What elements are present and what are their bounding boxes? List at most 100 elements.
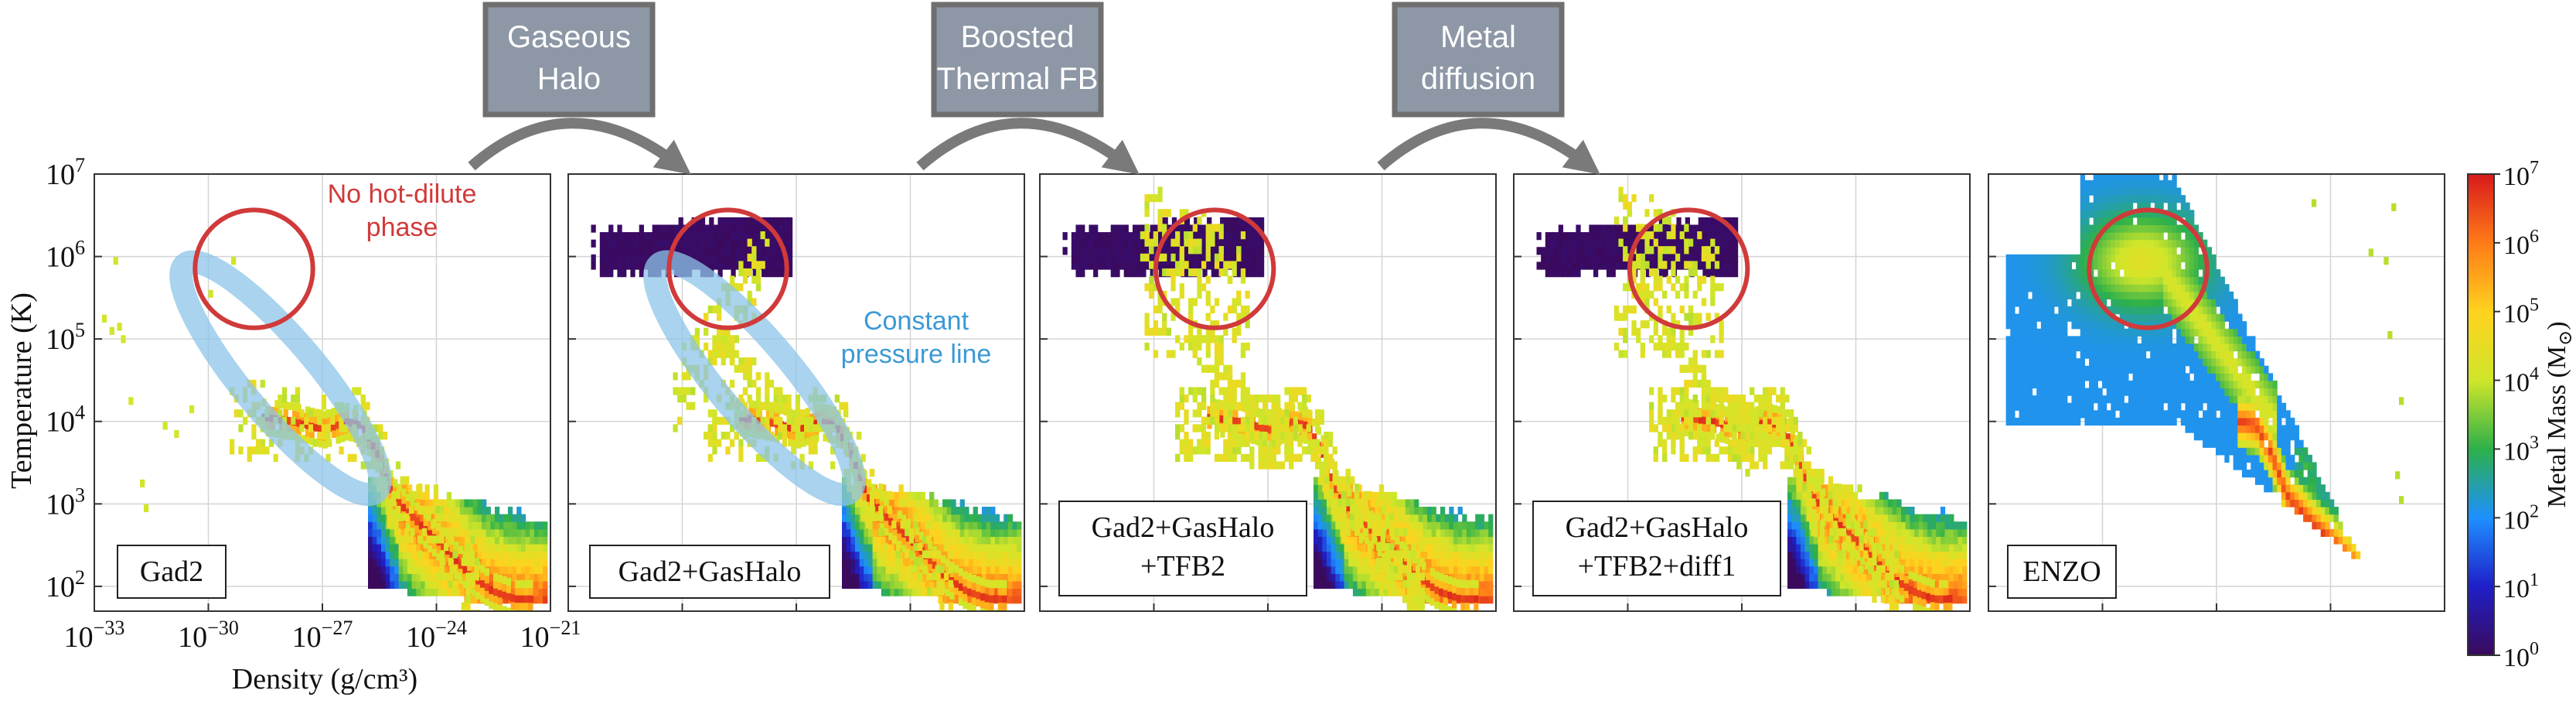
pixel: [1166, 350, 1171, 358]
pixel: [477, 506, 482, 515]
pixel: [747, 290, 752, 299]
pixel: [308, 424, 314, 432]
pixel: [795, 424, 801, 432]
pixel: [1242, 261, 1247, 270]
pixel: [713, 247, 719, 255]
pixel: [543, 536, 548, 545]
pixel: [942, 506, 948, 515]
pixel: [744, 232, 749, 241]
pixel: [683, 239, 688, 248]
pixel: [1418, 528, 1423, 537]
pixel: [1012, 536, 1017, 545]
pixel: [377, 536, 382, 545]
y-tick-label: 106: [46, 237, 85, 274]
pixel: [1189, 224, 1194, 233]
pixel: [1184, 247, 1191, 255]
pixel: [1245, 290, 1250, 299]
pixel: [850, 559, 856, 567]
pixel: [713, 254, 719, 263]
pixel: [905, 550, 910, 559]
pixel: [929, 514, 935, 522]
pixel: [989, 595, 994, 603]
pixel: [1470, 573, 1476, 582]
pixel: [507, 566, 513, 574]
pixel: [1179, 246, 1184, 255]
pixel: [1314, 491, 1319, 501]
pixel: [731, 247, 736, 255]
pixel: [994, 566, 1000, 574]
pixel: [1153, 283, 1159, 292]
pixel: [744, 239, 749, 248]
pixel: [1813, 580, 1819, 590]
pixel: [465, 535, 471, 544]
pixel: [1344, 551, 1349, 559]
pixel: [963, 600, 968, 610]
pixel: [895, 542, 901, 552]
pixel: [1179, 268, 1184, 277]
pixel: [726, 232, 732, 241]
pixel: [543, 543, 548, 552]
pixel: [981, 514, 987, 522]
pixel: [1220, 407, 1225, 416]
pixel: [678, 247, 683, 255]
pixel: [1427, 559, 1433, 567]
pixel: [986, 588, 991, 596]
pixel: [1089, 224, 1094, 233]
pixel: [1427, 566, 1433, 574]
pixel: [894, 573, 900, 582]
pixel: [1012, 528, 1017, 537]
pixel: [1361, 580, 1367, 590]
pixel: [1224, 239, 1229, 248]
pixel: [1227, 446, 1233, 455]
pixel: [1197, 409, 1202, 418]
pixel: [1214, 320, 1220, 329]
pixel: [295, 395, 301, 403]
pixel: [528, 595, 533, 603]
pixel: [1354, 550, 1360, 559]
pixel: [1289, 446, 1294, 455]
pixel: [1401, 573, 1406, 582]
pixel: [1375, 551, 1380, 559]
pixel: [499, 528, 504, 537]
pixel: [879, 501, 885, 509]
pixel: [916, 580, 922, 590]
pixel: [673, 247, 680, 255]
pixel: [938, 506, 943, 515]
pixel: [990, 521, 996, 530]
pixel: [1451, 600, 1457, 608]
pixel: [1302, 395, 1307, 403]
pixel: [1232, 387, 1237, 395]
pixel: [470, 579, 475, 589]
pixel: [958, 568, 963, 576]
pixel: [894, 580, 900, 590]
pixel: [1314, 416, 1320, 425]
pixel: [1170, 350, 1176, 358]
pixel: [744, 261, 749, 270]
pixel: [1436, 528, 1441, 537]
pixel: [830, 446, 836, 455]
pixel: [484, 568, 489, 576]
pixel: [1809, 521, 1814, 530]
pixel: [968, 514, 974, 522]
pixel: [1363, 490, 1368, 499]
pixel: [1831, 566, 1836, 574]
pixel: [465, 579, 471, 589]
pixel: [530, 566, 535, 574]
pixel: [700, 224, 706, 233]
pixel: [981, 506, 987, 515]
pixel: [1145, 261, 1151, 270]
pixel: [1245, 395, 1250, 403]
pixel: [255, 439, 261, 447]
pixel: [321, 424, 327, 432]
pixel: [1233, 417, 1239, 425]
pixel: [1192, 246, 1198, 255]
pixel: [779, 232, 784, 241]
pixel: [397, 484, 402, 492]
pixel: [1093, 224, 1099, 233]
pixel: [944, 572, 949, 581]
pixel: [1227, 387, 1233, 395]
pixel: [1376, 498, 1382, 507]
pixel: [864, 528, 869, 537]
pixel: [1444, 543, 1450, 552]
pixel: [941, 570, 946, 579]
